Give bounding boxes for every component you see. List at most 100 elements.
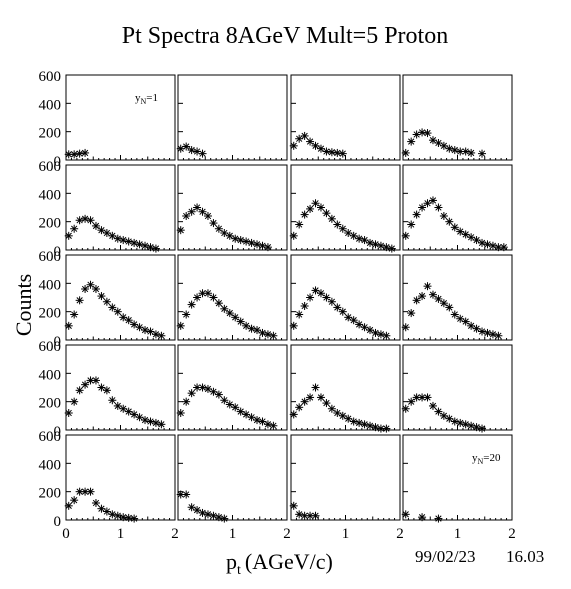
data-point — [434, 203, 443, 212]
data-point — [102, 297, 111, 306]
data-point — [300, 397, 309, 406]
asterisk-stroke — [323, 399, 330, 407]
data-point — [300, 210, 309, 219]
asterisk-stroke — [424, 283, 431, 290]
asterisk-stroke — [183, 143, 190, 150]
asterisk-stroke — [177, 491, 184, 498]
x-tick-label: 2 — [283, 526, 291, 542]
asterisk-stroke — [489, 331, 497, 338]
pad-annotation-subscript: N — [478, 457, 484, 466]
data-point — [311, 511, 320, 520]
data-point — [209, 219, 218, 228]
asterisk-stroke — [65, 409, 72, 417]
asterisk-stroke — [193, 294, 201, 301]
data-point — [182, 212, 191, 220]
data-point — [64, 231, 73, 240]
data-point — [220, 229, 229, 237]
asterisk-stroke — [210, 388, 217, 395]
asterisk-stroke — [323, 148, 330, 155]
asterisk-stroke — [71, 497, 78, 504]
x-axis-label-subscript: t — [237, 563, 241, 578]
asterisk-stroke — [114, 402, 121, 410]
asterisk-stroke — [114, 512, 121, 519]
asterisk-stroke — [296, 135, 303, 142]
data-point — [418, 203, 427, 212]
x-axis-label-symbol: p — [226, 549, 237, 574]
y-tick-label: 200 — [39, 126, 62, 142]
data-point — [113, 234, 122, 243]
asterisk-stroke — [237, 408, 244, 415]
asterisk-stroke — [345, 415, 352, 422]
data-point — [97, 504, 106, 513]
asterisk-stroke — [125, 408, 132, 415]
y-tick-label: 200 — [39, 216, 62, 232]
asterisk-stroke — [339, 150, 346, 157]
asterisk-stroke — [188, 390, 195, 397]
data-point — [316, 144, 325, 153]
asterisk-stroke — [103, 229, 111, 237]
asterisk-stroke — [334, 304, 341, 311]
asterisk-stroke — [248, 414, 255, 421]
data-point — [327, 404, 336, 413]
data-point — [355, 320, 364, 329]
asterisk-stroke — [408, 138, 415, 145]
pad-18 — [176, 434, 288, 523]
data-point — [418, 513, 427, 522]
asterisk-stroke — [317, 290, 325, 297]
data-point — [119, 236, 128, 245]
asterisk-stroke — [383, 332, 390, 339]
data-point — [445, 414, 454, 423]
asterisk-stroke — [199, 509, 206, 517]
asterisk-stroke — [92, 377, 100, 384]
pad-12 — [401, 254, 513, 341]
data-point — [70, 150, 79, 159]
data-point — [263, 420, 272, 429]
y-tick-label: 200 — [39, 486, 62, 502]
data-point — [253, 240, 262, 249]
asterisk-stroke — [334, 221, 341, 228]
data-point — [407, 220, 416, 229]
asterisk-stroke — [306, 294, 314, 301]
data-point — [456, 418, 465, 427]
asterisk-stroke — [328, 405, 336, 412]
asterisk-stroke — [478, 328, 486, 335]
pad-annotation-subscript: N — [141, 97, 147, 106]
asterisk-stroke — [377, 242, 385, 249]
data-point — [423, 129, 432, 138]
asterisk-stroke — [489, 242, 497, 249]
x-tick-label: 2 — [171, 526, 179, 542]
asterisk-stroke — [402, 511, 409, 518]
asterisk-stroke — [158, 421, 165, 428]
asterisk-stroke — [429, 402, 437, 410]
pad-frame — [65, 434, 176, 521]
pad-frame — [402, 434, 513, 521]
asterisk-stroke — [71, 311, 78, 318]
data-point — [225, 400, 234, 409]
asterisk-stroke — [377, 331, 385, 338]
data-point — [467, 233, 476, 242]
asterisk-stroke — [232, 404, 239, 411]
asterisk-stroke — [296, 311, 303, 318]
asterisk-stroke — [264, 331, 272, 338]
asterisk-stroke — [361, 324, 368, 331]
data-point — [450, 223, 459, 232]
asterisk-stroke — [355, 321, 363, 328]
data-point — [119, 313, 128, 322]
asterisk-stroke — [435, 408, 442, 415]
asterisk-stroke — [413, 211, 420, 218]
pad-9 — [64, 254, 176, 341]
asterisk-stroke — [221, 305, 228, 312]
data-point — [258, 328, 267, 337]
asterisk-stroke — [177, 409, 184, 417]
asterisk-stroke — [372, 241, 379, 248]
asterisk-stroke — [402, 405, 409, 412]
pad-annotation-symbol: y — [135, 92, 141, 104]
asterisk-stroke — [290, 142, 297, 149]
asterisk-stroke — [183, 311, 190, 318]
asterisk-stroke — [264, 421, 272, 428]
data-point — [220, 304, 229, 313]
data-point — [209, 511, 218, 520]
data-point — [247, 238, 256, 247]
asterisk-stroke — [457, 315, 464, 322]
asterisk-stroke — [76, 387, 83, 394]
